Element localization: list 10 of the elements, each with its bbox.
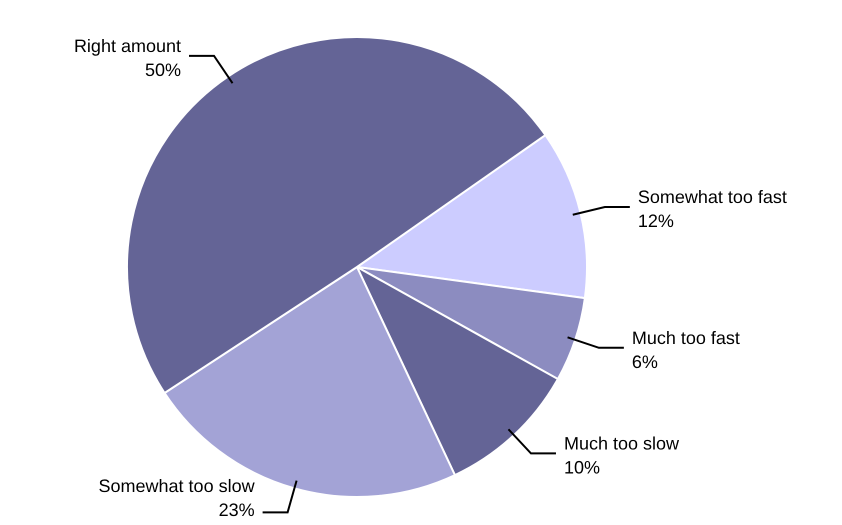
slice-label: Much too fast xyxy=(632,328,740,348)
slice-label: Much too slow xyxy=(564,433,680,454)
data-label: 12% xyxy=(638,210,674,231)
slice-label: Somewhat too slow xyxy=(98,476,256,496)
data-label: 50% xyxy=(144,60,182,80)
slice-label: Somewhat too fast xyxy=(638,186,787,207)
data-label: 10% xyxy=(564,457,600,478)
data-label: 23% xyxy=(218,500,255,520)
slice-label: Right amount xyxy=(74,36,182,56)
data-label: 6% xyxy=(632,352,658,372)
